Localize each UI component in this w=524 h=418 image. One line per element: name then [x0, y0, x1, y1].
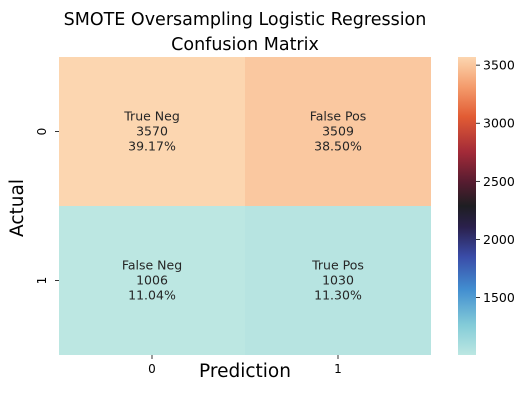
cell-count-1-0: 1006	[136, 273, 168, 288]
cell-count-1-1: 1030	[322, 273, 354, 288]
cell-label-0-1: False Pos	[310, 109, 367, 124]
cell-label-1-1: True Pos	[311, 258, 364, 273]
colorbar-tick-label-1: 2000	[483, 232, 515, 247]
colorbar-gradient	[458, 57, 476, 355]
cell-count-0-0: 3570	[136, 124, 168, 139]
y-tick-label-0: 0	[35, 128, 49, 136]
heatmap-cell-0-1	[245, 57, 431, 206]
heatmap-cell-1-0	[59, 206, 245, 355]
cell-percent-1-1: 11.30%	[314, 288, 362, 303]
y-tick-label-1: 1	[35, 277, 49, 285]
axis-ticks: 0 1 0 1	[35, 128, 342, 376]
colorbar-tick-label-2: 2500	[483, 174, 515, 189]
x-axis-label: Prediction	[199, 361, 291, 382]
x-tick-label-0: 0	[148, 362, 156, 376]
chart-title-line-2: Confusion Matrix	[171, 35, 319, 55]
cell-percent-1-0: 11.04%	[128, 288, 176, 303]
y-axis-label: Actual	[7, 179, 28, 237]
x-tick-label-1: 1	[334, 362, 342, 376]
cell-percent-0-1: 38.50%	[314, 139, 362, 154]
heatmap-cell-1-1	[245, 206, 431, 355]
colorbar-tick-label-3: 3000	[483, 116, 515, 131]
chart-title-line-1: SMOTE Oversampling Logistic Regression	[64, 10, 427, 30]
cell-percent-0-0: 39.17%	[128, 139, 176, 154]
colorbar: 1500 2000 2500 3000 3500	[458, 57, 515, 355]
cell-count-0-1: 3509	[322, 124, 354, 139]
cell-label-0-0: True Neg	[123, 109, 180, 124]
heatmap-cell-0-0	[59, 57, 245, 206]
colorbar-tick-label-0: 1500	[483, 290, 515, 305]
cell-label-1-0: False Neg	[122, 258, 182, 273]
colorbar-tick-label-4: 3500	[483, 58, 515, 73]
